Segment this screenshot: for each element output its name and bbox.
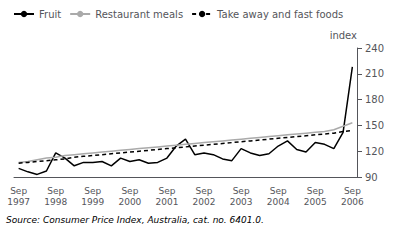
svg-text:Sep: Sep — [344, 186, 361, 196]
svg-text:1998: 1998 — [44, 197, 67, 207]
svg-text:Sep: Sep — [233, 186, 250, 196]
svg-text:Sep: Sep — [307, 186, 324, 196]
svg-text:Fruit: Fruit — [39, 9, 61, 20]
svg-text:1999: 1999 — [81, 197, 104, 207]
svg-text:180: 180 — [365, 94, 384, 105]
svg-text:Sep: Sep — [84, 186, 101, 196]
svg-text:90: 90 — [365, 172, 378, 183]
svg-text:2004: 2004 — [267, 197, 290, 207]
svg-text:2005: 2005 — [304, 197, 327, 207]
svg-text:Restaurant meals: Restaurant meals — [95, 9, 183, 20]
svg-text:150: 150 — [365, 120, 384, 131]
svg-text:Sep: Sep — [158, 186, 175, 196]
svg-text:240: 240 — [365, 43, 384, 54]
svg-text:1997: 1997 — [7, 197, 30, 207]
svg-text:2001: 2001 — [156, 197, 179, 207]
svg-text:120: 120 — [365, 146, 384, 157]
svg-text:Sep: Sep — [196, 186, 213, 196]
svg-text:2006: 2006 — [341, 197, 364, 207]
svg-text:2003: 2003 — [230, 197, 253, 207]
svg-text:Take away and fast foods: Take away and fast foods — [216, 9, 343, 20]
svg-text:Sep: Sep — [47, 186, 64, 196]
svg-text:Sep: Sep — [121, 186, 138, 196]
svg-text:210: 210 — [365, 68, 384, 79]
svg-text:index: index — [330, 30, 357, 41]
svg-text:2000: 2000 — [118, 197, 141, 207]
svg-text:2002: 2002 — [193, 197, 216, 207]
svg-text:Sep: Sep — [270, 186, 287, 196]
svg-text:Sep: Sep — [10, 186, 27, 196]
svg-text:Source: Consumer Price Index,: Source: Consumer Price Index, Australia,… — [6, 215, 264, 225]
